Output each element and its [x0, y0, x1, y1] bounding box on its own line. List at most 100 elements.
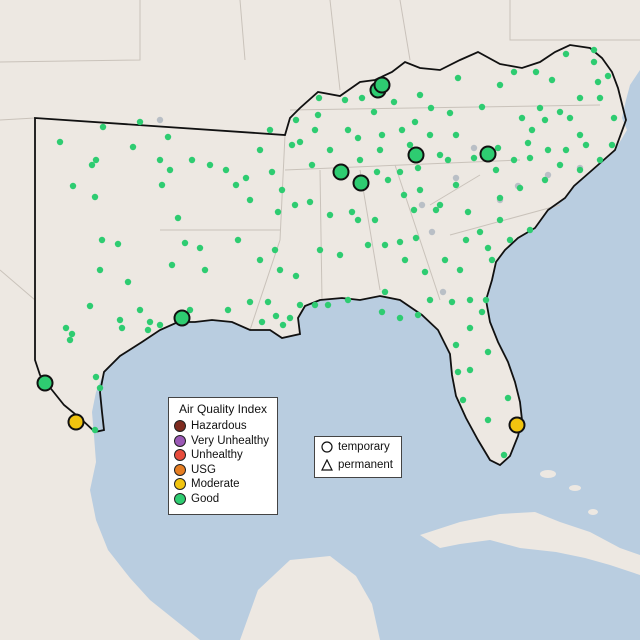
monitor-marker-offline[interactable] — [452, 174, 460, 182]
monitor-marker-good[interactable] — [436, 201, 444, 209]
monitor-marker-good[interactable] — [496, 194, 504, 202]
monitor-marker-good[interactable] — [96, 384, 104, 392]
monitor-marker-good[interactable] — [256, 256, 264, 264]
monitor-marker-good[interactable] — [188, 156, 196, 164]
monitor-marker-good[interactable] — [358, 94, 366, 102]
monitor-marker-good[interactable] — [427, 104, 435, 112]
monitor-marker-good[interactable] — [116, 316, 124, 324]
monitor-marker-good[interactable] — [306, 198, 314, 206]
monitor-marker-offline[interactable] — [156, 116, 164, 124]
monitor-marker-good[interactable] — [316, 246, 324, 254]
monitor-marker-good[interactable] — [526, 226, 534, 234]
monitor-marker-good[interactable] — [576, 166, 584, 174]
monitor-marker-good[interactable] — [354, 134, 362, 142]
monitor-marker-good[interactable] — [354, 216, 362, 224]
monitor-marker-good[interactable] — [271, 246, 279, 254]
monitor-marker-offline[interactable] — [439, 288, 447, 296]
monitor-marker-good[interactable] — [576, 94, 584, 102]
monitor-marker-good[interactable] — [414, 164, 422, 172]
monitor-marker-good[interactable] — [288, 141, 296, 149]
monitor-marker-good[interactable] — [562, 50, 570, 58]
monitor-marker-good[interactable] — [466, 324, 474, 332]
monitor-marker-good[interactable] — [541, 176, 549, 184]
monitor-marker-good[interactable] — [324, 301, 332, 309]
monitor-marker-good-large[interactable] — [332, 163, 350, 181]
monitor-marker-offline[interactable] — [428, 228, 436, 236]
monitor-marker-good[interactable] — [459, 396, 467, 404]
monitor-marker-good[interactable] — [466, 366, 474, 374]
monitor-marker-good[interactable] — [590, 58, 598, 66]
monitor-marker-good[interactable] — [278, 186, 286, 194]
monitor-marker-moderate-large[interactable] — [508, 416, 526, 434]
monitor-marker-good[interactable] — [590, 46, 598, 54]
monitor-marker-good[interactable] — [356, 156, 364, 164]
monitor-marker-good[interactable] — [528, 126, 536, 134]
monitor-marker-good-large[interactable] — [479, 145, 497, 163]
monitor-marker-good[interactable] — [56, 138, 64, 146]
monitor-marker-good[interactable] — [556, 108, 564, 116]
monitor-marker-good[interactable] — [376, 146, 384, 154]
monitor-marker-good[interactable] — [536, 104, 544, 112]
monitor-marker-good[interactable] — [436, 151, 444, 159]
monitor-marker-good[interactable] — [478, 103, 486, 111]
monitor-marker-good[interactable] — [524, 139, 532, 147]
monitor-marker-good[interactable] — [326, 211, 334, 219]
monitor-marker-good[interactable] — [444, 156, 452, 164]
monitor-marker-good[interactable] — [484, 244, 492, 252]
monitor-marker-good[interactable] — [432, 206, 440, 214]
monitor-marker-good[interactable] — [566, 114, 574, 122]
monitor-marker-good[interactable] — [158, 181, 166, 189]
monitor-marker-good[interactable] — [256, 146, 264, 154]
monitor-marker-good[interactable] — [98, 236, 106, 244]
monitor-marker-good[interactable] — [506, 236, 514, 244]
monitor-marker-good[interactable] — [548, 76, 556, 84]
monitor-marker-good[interactable] — [144, 326, 152, 334]
monitor-marker-good[interactable] — [452, 341, 460, 349]
monitor-marker-good[interactable] — [384, 176, 392, 184]
monitor-marker-good[interactable] — [146, 318, 154, 326]
monitor-marker-good[interactable] — [92, 156, 100, 164]
monitor-marker-good[interactable] — [114, 240, 122, 248]
monitor-marker-good[interactable] — [232, 181, 240, 189]
monitor-marker-good[interactable] — [308, 161, 316, 169]
monitor-marker-good[interactable] — [201, 266, 209, 274]
monitor-marker-good[interactable] — [582, 141, 590, 149]
monitor-marker-good[interactable] — [292, 116, 300, 124]
monitor-marker-good[interactable] — [406, 141, 414, 149]
monitor-marker-good[interactable] — [268, 168, 276, 176]
monitor-marker-good[interactable] — [311, 301, 319, 309]
monitor-marker-good[interactable] — [500, 451, 508, 459]
monitor-marker-good[interactable] — [68, 330, 76, 338]
monitor-marker-good[interactable] — [421, 268, 429, 276]
monitor-marker-good[interactable] — [378, 308, 386, 316]
monitor-marker-good[interactable] — [246, 298, 254, 306]
monitor-marker-good[interactable] — [186, 306, 194, 314]
monitor-marker-good[interactable] — [96, 266, 104, 274]
monitor-marker-good[interactable] — [594, 78, 602, 86]
monitor-marker-good[interactable] — [164, 133, 172, 141]
monitor-marker-good[interactable] — [396, 238, 404, 246]
monitor-marker-good[interactable] — [398, 126, 406, 134]
monitor-marker-good[interactable] — [168, 261, 176, 269]
monitor-marker-good[interactable] — [496, 216, 504, 224]
monitor-marker-good[interactable] — [381, 288, 389, 296]
monitor-marker-good[interactable] — [234, 236, 242, 244]
monitor-marker-good[interactable] — [381, 241, 389, 249]
monitor-marker-good[interactable] — [370, 108, 378, 116]
monitor-marker-good[interactable] — [224, 306, 232, 314]
monitor-marker-good[interactable] — [596, 156, 604, 164]
monitor-marker-good[interactable] — [166, 166, 174, 174]
monitor-marker-good[interactable] — [348, 208, 356, 216]
monitor-marker-good[interactable] — [314, 111, 322, 119]
monitor-marker-offline[interactable] — [418, 201, 426, 209]
monitor-marker-good[interactable] — [378, 131, 386, 139]
monitor-marker-good[interactable] — [401, 256, 409, 264]
monitor-marker-good[interactable] — [454, 74, 462, 82]
monitor-marker-good[interactable] — [276, 266, 284, 274]
monitor-marker-good[interactable] — [544, 146, 552, 154]
monitor-marker-good[interactable] — [266, 126, 274, 134]
monitor-marker-good[interactable] — [556, 161, 564, 169]
monitor-marker-good[interactable] — [69, 182, 77, 190]
monitor-marker-good[interactable] — [456, 266, 464, 274]
monitor-marker-good[interactable] — [516, 184, 524, 192]
